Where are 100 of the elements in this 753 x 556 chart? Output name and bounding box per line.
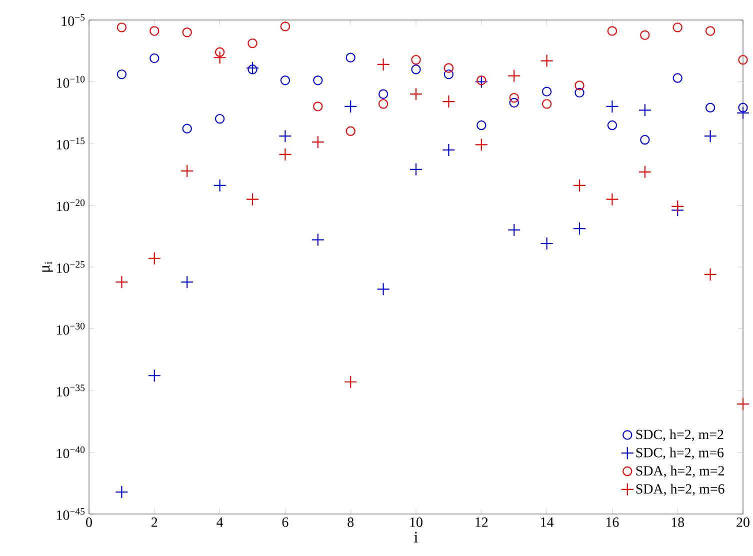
point	[540, 236, 554, 250]
point	[378, 89, 388, 99]
point	[444, 63, 454, 73]
point	[150, 26, 160, 36]
x-tick-label: 6	[282, 518, 288, 527]
point	[574, 80, 584, 90]
point	[672, 73, 682, 83]
point	[213, 51, 226, 64]
point	[378, 99, 388, 109]
point	[607, 26, 618, 36]
point	[180, 164, 194, 178]
point	[508, 223, 521, 237]
point	[313, 75, 323, 86]
point	[150, 53, 160, 64]
point	[476, 120, 486, 130]
point	[542, 99, 552, 109]
x-tick-label: 10	[410, 518, 422, 527]
point	[508, 69, 521, 82]
point	[736, 106, 750, 120]
point	[509, 98, 519, 108]
point	[148, 369, 161, 382]
point	[411, 54, 421, 65]
point	[278, 148, 292, 161]
point	[738, 102, 748, 112]
point	[116, 69, 127, 80]
point	[248, 38, 258, 48]
point	[376, 58, 390, 72]
point	[115, 485, 128, 499]
point	[442, 94, 456, 108]
point	[444, 69, 454, 80]
point	[607, 120, 618, 130]
point	[280, 75, 290, 86]
point	[409, 88, 423, 101]
x-tick-label: 16	[606, 518, 619, 527]
x-tick-label: 20	[736, 518, 750, 527]
y-axis-title: μ$_{i}$	[42, 262, 53, 272]
point	[280, 22, 290, 32]
y-tick-label: 10$^{−30}$	[56, 322, 85, 335]
legend-label: SDC, h=2, m=6	[636, 448, 724, 460]
x-tick-label: 12	[476, 518, 488, 527]
x-tick-label: 14	[541, 518, 554, 527]
y-tick-label: 10$^{−35}$	[56, 384, 85, 396]
point	[474, 138, 488, 152]
point	[606, 100, 619, 113]
point	[606, 192, 619, 206]
point	[346, 52, 356, 62]
point	[376, 282, 390, 296]
point	[671, 200, 684, 213]
x-tick-label: 8	[348, 518, 354, 527]
point	[705, 102, 716, 112]
y-tick-label: 10$^{−15}$	[56, 138, 85, 150]
point	[640, 134, 650, 145]
y-tick-label: 10$^{−20}$	[56, 199, 85, 212]
point	[705, 26, 716, 36]
point	[704, 268, 717, 281]
point	[214, 47, 225, 57]
x-tick-label: 0	[86, 518, 92, 527]
y-tick-label: 10$^{−5}$	[62, 14, 85, 26]
point	[572, 222, 586, 236]
x-tick-label: 18	[672, 518, 684, 527]
point	[214, 114, 225, 124]
y-tick-label: 10$^{−40}$	[56, 446, 85, 458]
point	[311, 136, 324, 149]
x-tick-label: 4	[216, 518, 224, 527]
point	[248, 64, 258, 74]
point	[313, 102, 323, 112]
point	[115, 276, 128, 289]
point	[442, 143, 456, 157]
legend-label: SDA, h=2, m=6	[636, 484, 724, 496]
x-tick-label: 2	[152, 518, 158, 527]
point	[672, 22, 682, 32]
point	[476, 75, 486, 86]
point	[346, 126, 356, 136]
point	[246, 61, 260, 75]
point	[213, 178, 226, 192]
point	[116, 22, 127, 32]
y-tick-label: 10$^{−10}$	[56, 76, 85, 88]
point	[409, 162, 423, 176]
point	[640, 30, 650, 40]
point	[540, 54, 554, 68]
point	[704, 130, 717, 143]
x-axis-title: i	[414, 532, 418, 542]
y-tick-label: 10$^{−25}$	[56, 261, 85, 273]
y-tick-label: 10$^{−45}$	[56, 508, 85, 520]
point	[148, 252, 161, 265]
point	[411, 64, 421, 74]
point	[738, 54, 748, 65]
legend-label: SDC, h=2, m=2	[636, 429, 724, 442]
point	[542, 86, 552, 96]
point	[638, 165, 652, 178]
point	[180, 276, 194, 289]
point	[474, 75, 488, 88]
point	[344, 375, 358, 388]
point	[246, 192, 260, 206]
point	[311, 233, 324, 246]
point	[509, 92, 519, 103]
point	[574, 88, 584, 98]
point	[278, 130, 292, 143]
point	[638, 104, 652, 117]
point	[344, 100, 358, 113]
